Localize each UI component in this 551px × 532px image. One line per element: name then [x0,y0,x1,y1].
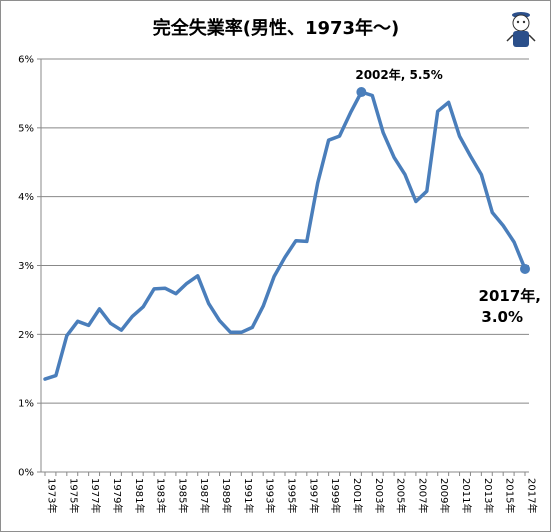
x-tick-label: 1995年 [286,478,299,513]
x-tick-label: 1993年 [264,478,277,513]
x-tick-label: 1989年 [220,478,233,513]
x-tick-label: 2009年 [438,478,451,513]
mascot-arm [528,34,536,42]
x-tick-label: 2011年 [460,478,473,513]
peak-marker-2002 [356,87,367,98]
x-tick-label: 2003年 [373,478,386,513]
x-tick-label: 2007年 [416,478,429,513]
x-tick-label: 1999年 [329,478,342,513]
y-tick-label: 2% [18,330,34,341]
y-tick-label: 3% [18,261,34,272]
x-tick-label: 1981年 [133,478,146,513]
mascot-figure [506,12,536,47]
x-tick-label: 2015年 [504,478,517,513]
y-tick-label: 1% [18,399,34,410]
mascot-head [512,14,530,32]
x-tick-label: 2013年 [482,478,495,513]
chart-title: 完全失業率(男性、1973年～) [153,17,400,39]
y-axis-ticks: 0% 1% 2% 3% 4% 5% 6% [18,55,41,479]
x-tick-label: 1985年 [176,478,189,513]
y-tick-label: 4% [18,192,34,203]
grid-lines [41,58,529,404]
mascot-logo [506,12,536,47]
y-tick-label: 0% [18,468,34,479]
annotations: 2002年, 5.5% 2017年, 3.0% [355,67,541,326]
annotation-2017-value: 3.0% [481,308,523,326]
mascot-eye [522,20,526,24]
x-tick-label: 1991年 [242,478,255,513]
x-tick-label: 1987年 [198,478,211,513]
y-tick-label: 6% [18,55,34,66]
axes [40,59,529,473]
x-tick-label: 1975年 [67,478,80,513]
x-tick-label: 1979年 [111,478,124,513]
end-marker-2017 [520,263,530,274]
mascot-arm [506,34,514,42]
x-tick-label: 2001年 [351,478,364,513]
mascot-body [513,31,529,47]
annotation-2017-year: 2017年, [479,287,541,305]
x-tick-label: 1997年 [307,478,320,513]
x-tick-label: 2005年 [395,478,408,513]
y-tick-label: 5% [18,123,34,134]
x-tick-label: 1977年 [89,478,102,513]
mascot-eye [516,20,520,24]
x-tick-label: 1973年 [46,478,59,513]
series-line-group [43,90,527,381]
series-line [43,90,527,381]
x-tick-label: 1983年 [155,478,168,513]
annotation-2002: 2002年, 5.5% [355,67,442,82]
x-axis-ticks: 1973年 1975年 1977年 1979年 1981年 1983年 1985年 1987年… [44,472,539,513]
x-tick-label: 2017年 [526,478,539,513]
